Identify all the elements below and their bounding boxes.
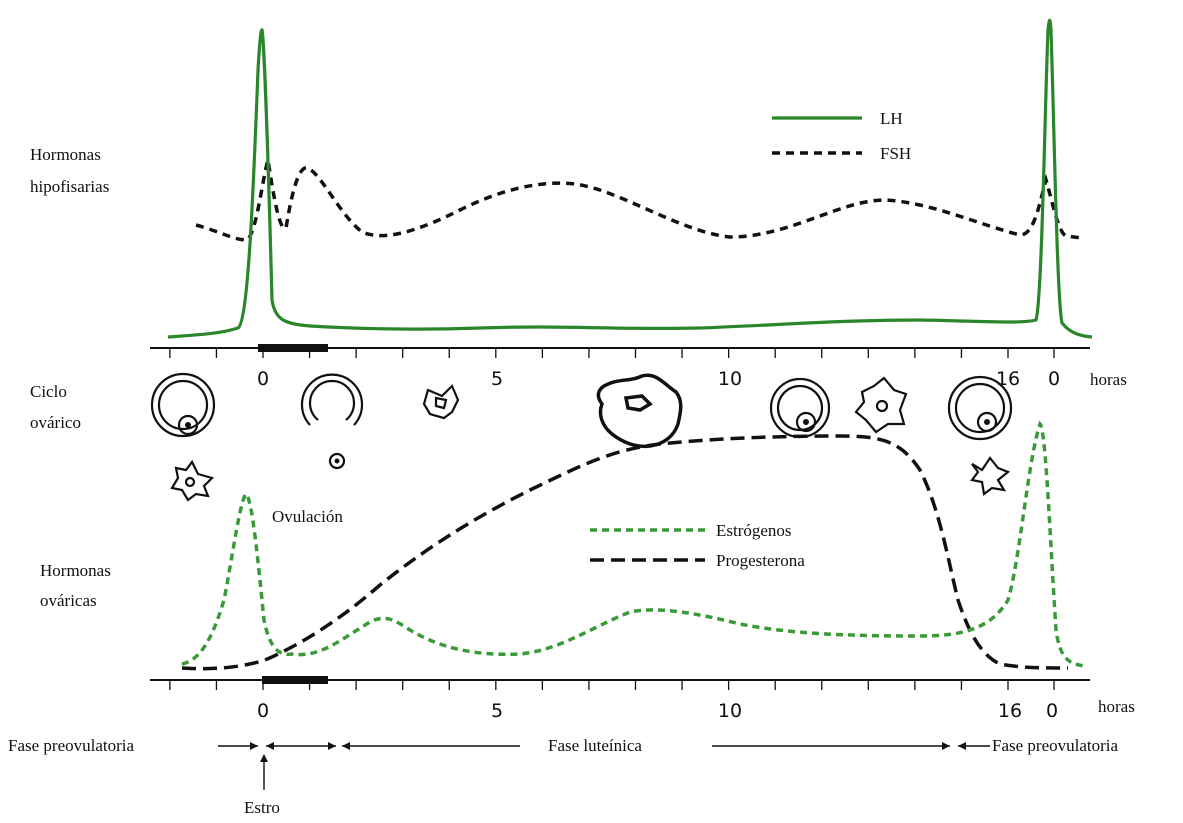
legend-progesterone-label: Progesterona (716, 551, 805, 570)
ovum-icon (328, 452, 346, 470)
progesterone-curve (181, 434, 1069, 671)
top-tick-label-16: 16 (996, 368, 1020, 390)
phase-preovulatory-left: Fase preovulatoria (8, 736, 134, 755)
legend-lh-label: LH (880, 109, 903, 128)
pituitary-hormones-label-line2: hipofisarias (30, 177, 109, 196)
estrogens-curve (181, 420, 1086, 668)
bottom-axis-unit: horas (1098, 697, 1135, 716)
lh-curve (167, 18, 1093, 339)
corpus-albicans-icon-2 (970, 456, 1011, 496)
top-tick-label-0: 0 (257, 368, 269, 390)
ovarian-hormones-label-line2: ováricas (40, 591, 97, 610)
phase-arrows (218, 742, 990, 790)
bottom-axis-ticks (169, 680, 1055, 690)
pituitary-hormones-label-line1: Hormonas (30, 145, 101, 164)
fsh-curve (195, 159, 1083, 242)
ovarian-cycle-label-line1: Ciclo (30, 382, 67, 401)
legend-estrogens-label: Estrógenos (716, 521, 792, 540)
follicle-icon-2 (769, 377, 831, 439)
regressing-corpus-luteum-icon (854, 376, 908, 434)
bottom-tick-label-5: 5 (491, 700, 503, 722)
follicle-icon-3 (947, 375, 1013, 441)
corpus-albicans-icon (170, 459, 215, 502)
corpus-luteum-large-icon (596, 373, 683, 449)
corpus-luteum-small-icon (422, 384, 460, 420)
top-axis-ticks (169, 348, 1055, 358)
follicle-icon (150, 372, 216, 438)
bottom-tick-label-0-end: 0 (1046, 700, 1058, 722)
ovarian-cycle-label-line2: ovárico (30, 413, 81, 432)
top-axis-estrus-bar (258, 344, 328, 352)
top-axis-unit: horas (1090, 370, 1127, 389)
top-tick-label-0-end: 0 (1048, 368, 1060, 390)
bottom-axis-estrus-bar (262, 676, 328, 684)
ovulation-label: Ovulación (272, 507, 343, 526)
ruptured-follicle-icon (300, 373, 364, 426)
phase-luteal: Fase luteínica (548, 736, 642, 755)
legend-fsh-label: FSH (880, 144, 911, 163)
estrus-label: Estro (244, 798, 280, 817)
phase-preovulatory-right: Fase preovulatoria (992, 736, 1118, 755)
top-tick-label-5: 5 (491, 368, 503, 390)
bottom-tick-label-0: 0 (257, 700, 269, 722)
ovarian-hormones-label-line1: Hormonas (40, 561, 111, 580)
bottom-tick-label-16: 16 (998, 700, 1022, 722)
top-tick-label-10: 10 (718, 368, 742, 390)
bottom-tick-label-10: 10 (718, 700, 742, 722)
